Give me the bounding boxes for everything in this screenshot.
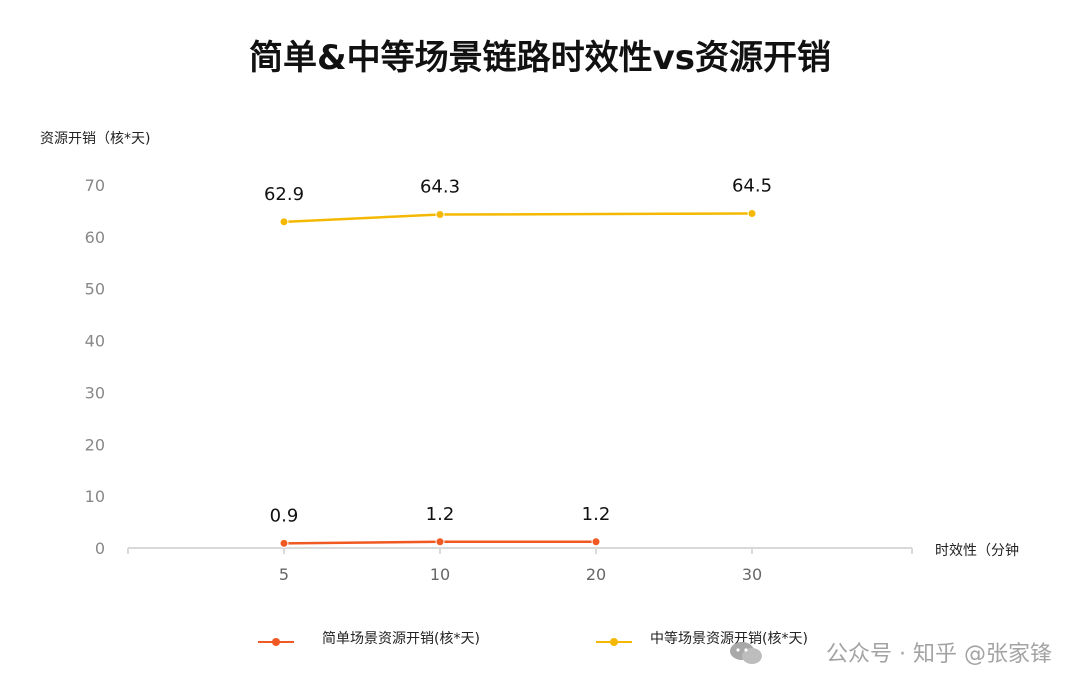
data-point (435, 210, 445, 220)
y-tick-label: 50 (85, 280, 105, 299)
y-tick-label: 20 (85, 435, 105, 454)
legend-label-simple: 简单场景资源开销(核*天) (322, 631, 480, 647)
y-tick-label: 60 (85, 228, 105, 247)
data-label: 64.3 (420, 177, 460, 198)
x-axis-label: 时效性（分钟 (935, 543, 1019, 559)
watermark-text: 公众号 · 知乎 @张家锋 (826, 642, 1052, 667)
data-point (279, 538, 289, 548)
x-tick-label: 20 (586, 565, 606, 584)
wechat-icon (730, 642, 762, 664)
data-label: 1.2 (426, 504, 455, 525)
legend-swatch-medium (596, 638, 632, 646)
data-label: 1.2 (582, 504, 611, 525)
y-tick-label: 10 (85, 487, 105, 506)
data-point (747, 209, 757, 219)
y-tick-label: 30 (85, 383, 105, 402)
y-tick-label: 70 (85, 176, 105, 195)
chart-title: 简单&中等场景链路时效性vs资源开销 (248, 38, 832, 78)
data-label: 64.5 (732, 176, 772, 197)
y-tick-label: 0 (95, 539, 105, 558)
legend-label-medium: 中等场景资源开销(核*天) (650, 631, 808, 647)
data-point (591, 537, 601, 547)
data-label: 62.9 (264, 184, 304, 205)
data-point (435, 537, 445, 547)
x-tick-label: 10 (430, 565, 450, 584)
x-tick-label: 30 (742, 565, 762, 584)
x-tick-label: 5 (279, 565, 289, 584)
data-point (279, 217, 289, 227)
data-label: 0.9 (270, 505, 299, 526)
y-axis-label: 资源开销（核*天) (40, 131, 151, 147)
y-tick-label: 40 (85, 332, 105, 351)
legend-swatch-simple (258, 638, 294, 646)
series-line-1 (283, 212, 753, 224)
